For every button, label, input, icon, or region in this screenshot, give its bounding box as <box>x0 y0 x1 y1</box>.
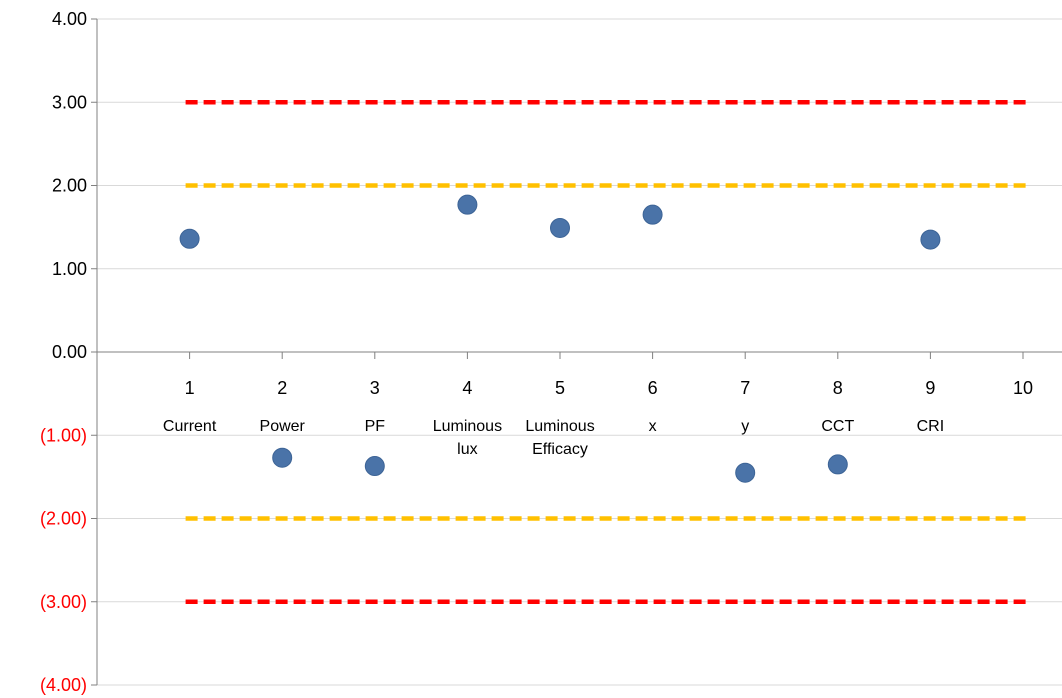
category-label: CCT <box>821 418 854 435</box>
category-label-line: Power <box>260 418 306 435</box>
y-tick-label: (3.00) <box>40 592 87 612</box>
y-tick-label: 4.00 <box>52 9 87 29</box>
data-point-2 <box>272 447 293 468</box>
category-label: CRI <box>917 418 945 435</box>
data-point-9 <box>920 229 941 250</box>
axes <box>91 18 1062 686</box>
data-points <box>179 194 941 483</box>
x-tick-label: 2 <box>277 378 287 398</box>
data-point-3 <box>364 456 385 477</box>
data-point-8 <box>827 454 848 475</box>
category-label: x <box>649 418 657 435</box>
category-label-line: Current <box>163 418 217 435</box>
reference-lines <box>185 100 1027 604</box>
category-label-line: Efficacy <box>532 441 588 458</box>
x-tick-label: 3 <box>370 378 380 398</box>
category-label: Current <box>163 418 217 435</box>
data-point-1 <box>179 228 200 249</box>
category-label-line: Luminous <box>433 418 502 435</box>
y-tick-label: (4.00) <box>40 675 87 695</box>
y-tick-label: 3.00 <box>52 92 87 112</box>
category-label-line: CRI <box>917 418 945 435</box>
y-tick-label: (1.00) <box>40 425 87 445</box>
category-label: Luminous Efficacy <box>525 418 594 458</box>
category-label: Power <box>260 418 306 435</box>
category-label-line: PF <box>365 418 386 435</box>
category-label: y <box>741 418 749 435</box>
category-label-line: lux <box>457 441 477 458</box>
x-tick-labels: 1 2 3 4 5 6 7 8 9 10 <box>185 378 1033 398</box>
x-tick-label: 9 <box>925 378 935 398</box>
x-tick-label: 5 <box>555 378 565 398</box>
category-label: Luminous lux <box>433 418 502 458</box>
x-tick-label: 1 <box>185 378 195 398</box>
category-label-line: x <box>649 418 657 435</box>
y-tick-label: 1.00 <box>52 259 87 279</box>
category-label-line: CCT <box>821 418 854 435</box>
category-label-line: y <box>741 418 749 435</box>
data-point-4 <box>457 194 478 215</box>
y-tick-label: (2.00) <box>40 509 87 529</box>
x-tick-label: 6 <box>648 378 658 398</box>
x-tick-label: 8 <box>833 378 843 398</box>
category-label: PF <box>365 418 386 435</box>
y-tick-label: 2.00 <box>52 176 87 196</box>
y-tick-labels: 4.00 3.00 2.00 1.00 0.00 (1.00) (2.00) (3.00) (4… <box>40 9 87 695</box>
x-tick-label: 4 <box>462 378 472 398</box>
category-labels: Current Power PF Luminous lux Luminous Efficac… <box>163 418 944 458</box>
data-point-6 <box>642 204 663 225</box>
data-point-5 <box>550 217 570 238</box>
category-label-line: Luminous <box>525 418 594 435</box>
data-point-7 <box>735 462 756 483</box>
x-tick-label: 10 <box>1013 378 1033 398</box>
x-tick-label: 7 <box>740 378 750 398</box>
y-tick-label: 0.00 <box>52 342 87 362</box>
